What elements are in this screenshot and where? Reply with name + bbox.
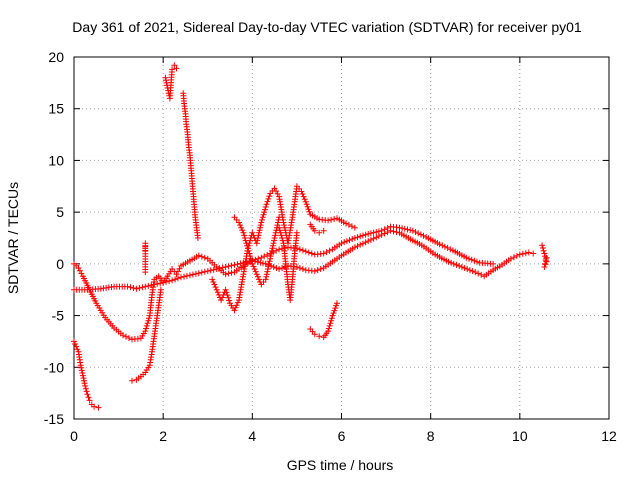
series-trace-i: [231, 214, 283, 288]
series-trace-m: [539, 242, 550, 270]
point-markers-trace-f: [162, 62, 180, 102]
y-tick-label: -10: [44, 359, 64, 375]
point-markers-trace-h: [209, 183, 358, 314]
x-tick-label: 10: [512, 428, 528, 444]
x-tick-label: 12: [601, 428, 617, 444]
series-trace-b: [71, 227, 537, 343]
point-markers-trace-a: [71, 338, 102, 411]
y-tick-label: 0: [56, 256, 64, 272]
series-trace-g: [180, 90, 201, 241]
series-trace-h: [209, 183, 358, 314]
series-trace-c: [71, 223, 497, 293]
series-trace-l: [307, 300, 340, 341]
y-axis-title: SDTVAR / TECUs: [5, 182, 21, 294]
series-trace-a: [71, 338, 102, 411]
x-tick-label: 0: [70, 428, 78, 444]
point-markers-trace-g: [180, 90, 201, 241]
x-tick-label: 2: [159, 428, 167, 444]
point-markers-trace-m: [539, 242, 550, 270]
axis-ticks: 0 2 4 6 8 10 12 -15 -10 -5 0 5 10 15 20: [44, 49, 617, 444]
y-tick-label: 10: [48, 152, 64, 168]
point-markers-trace-d: [129, 286, 164, 384]
data-marks: [71, 62, 550, 411]
x-tick-label: 8: [427, 428, 435, 444]
chart-title: Day 361 of 2021, Sidereal Day-to-day VTE…: [72, 19, 582, 35]
x-tick-label: 4: [248, 428, 256, 444]
point-markers-trace-i: [231, 214, 283, 288]
y-tick-label: -5: [52, 308, 65, 324]
point-markers-trace-e: [142, 240, 149, 276]
point-markers-trace-b: [71, 227, 537, 343]
series-trace-d: [129, 286, 164, 384]
point-markers-trace-l: [307, 300, 340, 341]
series-trace-f: [162, 62, 180, 102]
point-markers-trace-c: [71, 223, 497, 293]
x-tick-label: 6: [338, 428, 346, 444]
y-tick-label: 15: [48, 101, 64, 117]
y-tick-label: 5: [56, 204, 64, 220]
x-axis-title: GPS time / hours: [287, 457, 394, 473]
point-markers-trace-j: [276, 224, 300, 304]
series-trace-j: [276, 224, 300, 304]
y-tick-label: 20: [48, 49, 64, 65]
series-trace-k: [307, 221, 327, 236]
grid-lines: [74, 57, 609, 419]
y-tick-label: -15: [44, 411, 64, 427]
point-markers-trace-k: [307, 221, 327, 236]
series-trace-e: [142, 240, 149, 276]
